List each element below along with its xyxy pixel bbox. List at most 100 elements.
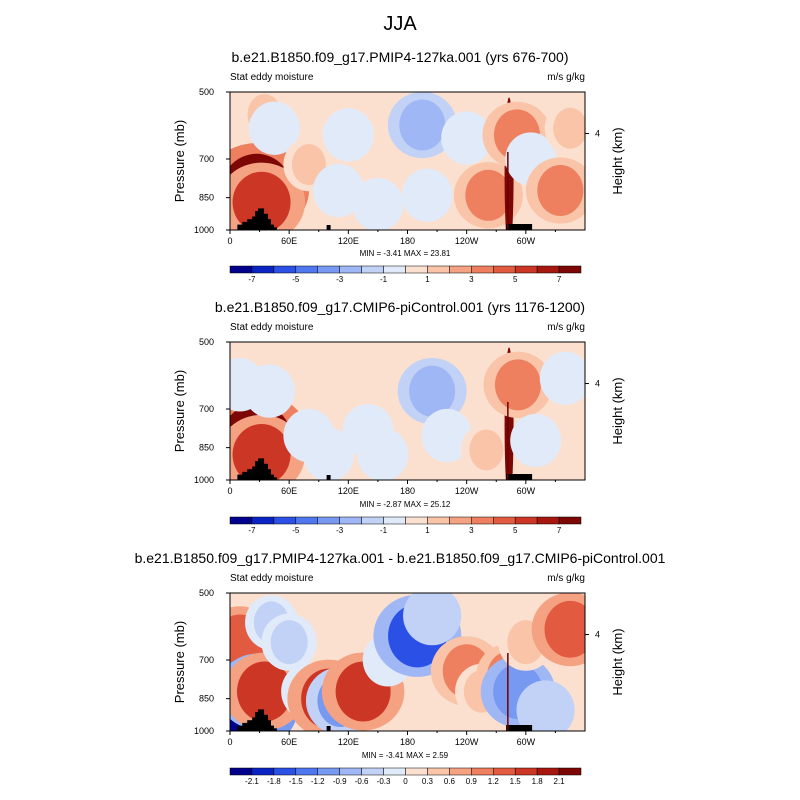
lon-tick-label: 60W — [517, 737, 536, 747]
terrain-bar — [242, 221, 249, 230]
terrain-bar — [258, 458, 265, 480]
terrain-spike — [507, 152, 509, 230]
contour-core — [548, 357, 583, 399]
colorbar-box — [493, 265, 516, 274]
colorbar-box — [339, 265, 362, 274]
colorbar-tick-label: -1.5 — [289, 777, 303, 786]
height-tick-label: 4 — [595, 630, 600, 640]
colorbar-box — [427, 265, 450, 274]
pressure-tick-label: 1000 — [194, 726, 214, 736]
colorbar-box — [229, 265, 253, 274]
lon-tick-label: 120E — [338, 737, 359, 747]
panel-title: b.e21.B1850.f09_g17.PMIP4-127ka.001 - b.… — [135, 550, 666, 566]
colorbar-box — [405, 265, 428, 274]
colorbar-box — [493, 516, 516, 525]
contour-core — [409, 365, 456, 417]
lon-tick-label: 120E — [338, 486, 359, 496]
terrain-bar — [237, 224, 244, 230]
left-label: Stat eddy moisture — [230, 322, 314, 333]
terrain-bar — [270, 728, 277, 731]
colorbar-tick-label: 5 — [513, 526, 518, 535]
terrain-bar — [326, 225, 331, 230]
colorbar-tick-label: 1 — [425, 526, 430, 535]
colorbar-box — [361, 516, 384, 525]
colorbar-box — [471, 265, 494, 274]
colorbar-tick-label: 7 — [557, 275, 562, 284]
pressure-tick-label: 700 — [199, 655, 214, 665]
contour-core — [544, 600, 585, 658]
colorbar-box — [449, 265, 472, 274]
terrain-bar — [506, 725, 533, 731]
colorbar-tick-label: -7 — [248, 275, 256, 284]
colorbar-tick-label: 7 — [557, 526, 562, 535]
colorbar-tick-label: -1.2 — [311, 777, 325, 786]
contour-core — [465, 169, 512, 221]
lon-tick-label: 0 — [227, 486, 232, 496]
colorbar-box — [514, 767, 538, 776]
pressure-tick-label: 850 — [199, 443, 214, 453]
terrain-bar — [237, 725, 244, 731]
lon-tick-label: 60E — [281, 737, 297, 747]
colorbar-tick-label: 0 — [403, 777, 408, 786]
colorbar-box — [536, 767, 560, 776]
colorbar-box — [251, 767, 275, 776]
y-right-axis-label: Height (km) — [610, 127, 625, 194]
colorbar-box — [317, 516, 340, 525]
colorbar-box — [317, 767, 340, 776]
lon-tick-label: 180 — [400, 486, 415, 496]
contour-core — [412, 593, 452, 639]
contour-core — [270, 620, 308, 665]
contour-core — [291, 144, 326, 186]
colorbar-box — [427, 767, 450, 776]
colorbar-box — [449, 516, 472, 525]
units-label: m/s g/kg — [547, 573, 585, 584]
contour-core — [360, 184, 395, 226]
terrain-bar — [258, 709, 265, 731]
colorbar-box — [536, 516, 560, 525]
contour-core — [537, 164, 584, 216]
pressure-tick-label: 500 — [199, 588, 214, 598]
colorbar-tick-label: -2.1 — [245, 777, 259, 786]
colorbar-box — [383, 516, 406, 525]
terrain-bar — [237, 474, 244, 480]
colorbar-box — [317, 265, 340, 274]
colorbar-tick-label: 0.6 — [444, 777, 456, 786]
terrain-bar — [247, 469, 254, 480]
contour-core — [469, 429, 504, 471]
lon-tick-label: 60E — [281, 486, 297, 496]
contour-core — [237, 661, 293, 722]
colorbar-box — [405, 767, 428, 776]
colorbar-tick-label: 0.9 — [466, 777, 478, 786]
colorbar-box — [361, 767, 384, 776]
colorbar-box — [251, 265, 275, 274]
colorbar-box — [427, 516, 450, 525]
contour-core — [526, 687, 565, 731]
panel-title: b.e21.B1850.f09_g17.CMIP6-piControl.001 … — [215, 299, 585, 315]
colorbar-tick-label: 3 — [469, 275, 474, 284]
y-axis-label: Pressure (mb) — [172, 370, 187, 452]
y-axis-label: Pressure (mb) — [172, 120, 187, 202]
panel-2: b.e21.B1850.f09_g17.CMIP6-piControl.001 … — [172, 299, 625, 535]
terrain-bar — [326, 726, 331, 731]
left-label: Stat eddy moisture — [230, 573, 314, 584]
colorbar-tick-label: 0.3 — [422, 777, 434, 786]
colorbar-box — [383, 767, 406, 776]
topography — [237, 152, 533, 230]
contour-core — [399, 99, 446, 151]
panels: b.e21.B1850.f09_g17.PMIP4-127ka.001 (yrs… — [135, 49, 666, 786]
colorbar-box — [449, 767, 472, 776]
contour-core — [553, 107, 585, 149]
units-label: m/s g/kg — [547, 322, 585, 333]
colorbar-box — [405, 516, 428, 525]
colorbar-box — [273, 516, 297, 525]
contour-core — [429, 415, 464, 457]
pressure-tick-label: 850 — [199, 193, 214, 203]
lon-tick-label: 0 — [227, 737, 232, 747]
pressure-tick-label: 700 — [199, 404, 214, 414]
contour-core — [232, 171, 291, 230]
colorbar-box — [514, 516, 538, 525]
topography — [237, 402, 533, 480]
terrain-spike — [507, 402, 509, 480]
colorbar-tick-label: -3 — [336, 526, 344, 535]
contour-core — [311, 434, 346, 476]
